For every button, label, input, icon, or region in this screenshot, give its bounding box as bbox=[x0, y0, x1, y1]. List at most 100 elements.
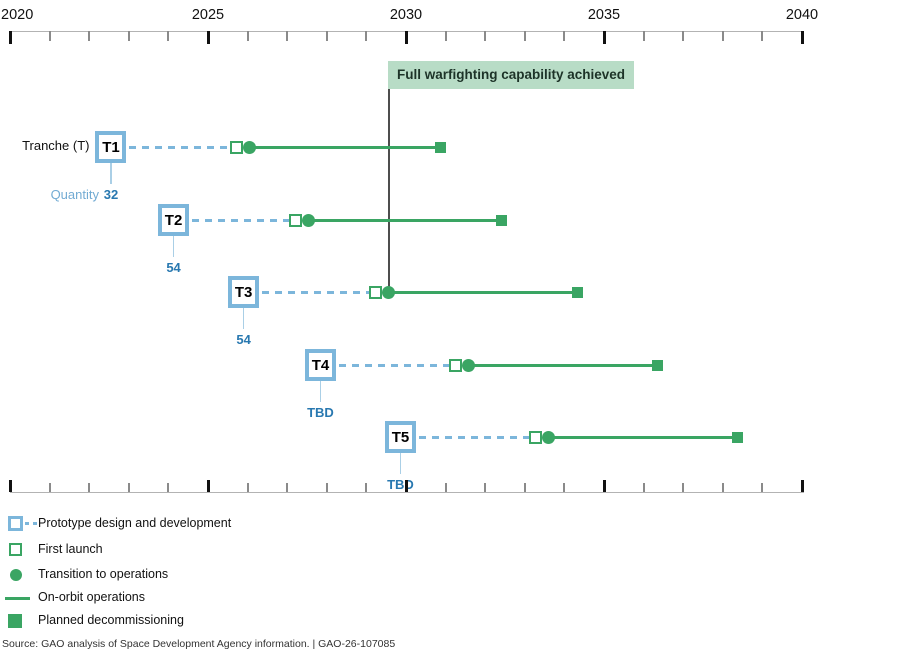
on-orbit-line bbox=[388, 290, 578, 294]
quantity-value: TBD bbox=[307, 405, 334, 420]
prototype-dashed-line bbox=[192, 218, 289, 222]
quantity-connector bbox=[242, 308, 245, 329]
minor-tick bbox=[167, 31, 170, 41]
quantity-value: 54 bbox=[236, 332, 251, 347]
decommission-marker bbox=[495, 214, 507, 226]
prototype-dashed-line bbox=[129, 145, 230, 149]
quantity-value: 32 bbox=[103, 187, 119, 202]
tranche-box: T2 bbox=[158, 204, 190, 236]
minor-tick bbox=[761, 483, 764, 492]
prototype-dashed-line bbox=[418, 435, 529, 439]
annotation-box: Full warfighting capability achieved bbox=[387, 61, 635, 89]
first-launch-marker bbox=[449, 358, 463, 372]
decommission-marker bbox=[652, 359, 664, 371]
on-orbit-line bbox=[548, 435, 738, 439]
minor-tick bbox=[246, 31, 249, 41]
major-tick bbox=[800, 31, 804, 44]
major-tick bbox=[206, 480, 210, 492]
transition-marker bbox=[382, 285, 396, 299]
transition-marker bbox=[301, 213, 315, 227]
minor-tick bbox=[721, 483, 724, 492]
prototype-dashed-line bbox=[262, 290, 369, 294]
major-tick bbox=[404, 31, 408, 44]
major-tick bbox=[404, 480, 408, 492]
minor-tick bbox=[444, 31, 447, 41]
quantity-value: TBD bbox=[387, 477, 414, 492]
major-tick bbox=[602, 31, 606, 44]
on-orbit-line bbox=[249, 145, 441, 149]
callout-line bbox=[388, 89, 390, 292]
minor-tick bbox=[48, 31, 51, 41]
minor-tick bbox=[286, 483, 289, 492]
minor-tick bbox=[286, 31, 289, 41]
legend-label: Planned decommissioning bbox=[38, 613, 184, 627]
transition-marker bbox=[242, 140, 256, 154]
minor-tick bbox=[721, 31, 724, 41]
transition-marker bbox=[461, 358, 475, 372]
quantity-connector bbox=[110, 163, 112, 184]
quantity-value: 54 bbox=[166, 260, 181, 275]
minor-tick bbox=[761, 31, 764, 41]
minor-tick bbox=[365, 31, 368, 41]
minor-tick bbox=[88, 483, 91, 492]
tranche-box: T5 bbox=[384, 421, 416, 453]
minor-tick bbox=[127, 31, 130, 41]
first-launch-marker bbox=[529, 430, 543, 444]
quantity-caption: Quantity bbox=[50, 187, 99, 202]
line-part bbox=[5, 596, 30, 600]
axis-line bbox=[10, 492, 804, 493]
first-launch-open-square-icon bbox=[8, 537, 38, 563]
minor-tick bbox=[246, 483, 249, 492]
minor-tick bbox=[48, 483, 51, 492]
on-orbit-line bbox=[308, 218, 502, 222]
dash-part bbox=[25, 522, 37, 525]
minor-tick bbox=[682, 31, 685, 41]
circle-part bbox=[10, 569, 22, 581]
first-launch-marker bbox=[230, 140, 244, 154]
minor-tick bbox=[88, 31, 91, 41]
minor-tick bbox=[563, 31, 566, 41]
decommission-marker bbox=[571, 286, 583, 298]
minor-tick bbox=[484, 31, 487, 41]
axis-year-label: 2025 bbox=[191, 7, 225, 23]
tranche-box: T4 bbox=[304, 349, 336, 381]
first-launch-marker bbox=[289, 213, 303, 227]
minor-tick bbox=[127, 483, 130, 492]
quantity-connector bbox=[172, 236, 175, 257]
quantity-connector bbox=[399, 453, 402, 474]
minor-tick bbox=[523, 483, 526, 492]
minor-tick bbox=[325, 31, 328, 41]
axis-year-label: 2040 bbox=[785, 7, 819, 23]
legend-label: On-orbit operations bbox=[38, 590, 146, 604]
first-launch-marker bbox=[369, 285, 383, 299]
transition-marker bbox=[541, 430, 555, 444]
on-orbit-line bbox=[468, 363, 658, 367]
minor-tick bbox=[642, 483, 645, 492]
axis-year-label: 2030 bbox=[389, 7, 423, 23]
major-tick bbox=[602, 480, 606, 492]
row-label: Tranche (T) bbox=[22, 138, 90, 153]
square-part bbox=[8, 614, 22, 628]
legend-label: First launch bbox=[38, 541, 103, 556]
minor-tick bbox=[682, 483, 685, 492]
axis-year-label: 2035 bbox=[587, 7, 621, 23]
major-tick bbox=[800, 480, 804, 492]
minor-tick bbox=[325, 483, 328, 492]
prototype-dashed-line bbox=[338, 363, 449, 367]
square-part bbox=[8, 516, 23, 531]
minor-tick bbox=[484, 483, 487, 492]
tranche-box: T1 bbox=[95, 131, 127, 163]
decommission-filled-square-icon bbox=[8, 608, 38, 634]
transition-filled-circle-icon bbox=[8, 562, 38, 588]
legend-label: Transition to operations bbox=[38, 567, 169, 581]
minor-tick bbox=[563, 483, 566, 492]
square-part bbox=[9, 542, 22, 556]
minor-tick bbox=[642, 31, 645, 41]
axis-year-label: 2020 bbox=[1, 7, 34, 23]
source-note: Source: GAO analysis of Space Developmen… bbox=[2, 638, 396, 650]
major-tick bbox=[206, 31, 210, 44]
minor-tick bbox=[523, 31, 526, 41]
quantity-connector bbox=[319, 381, 322, 402]
prototype-square-dash-icon bbox=[8, 511, 38, 537]
